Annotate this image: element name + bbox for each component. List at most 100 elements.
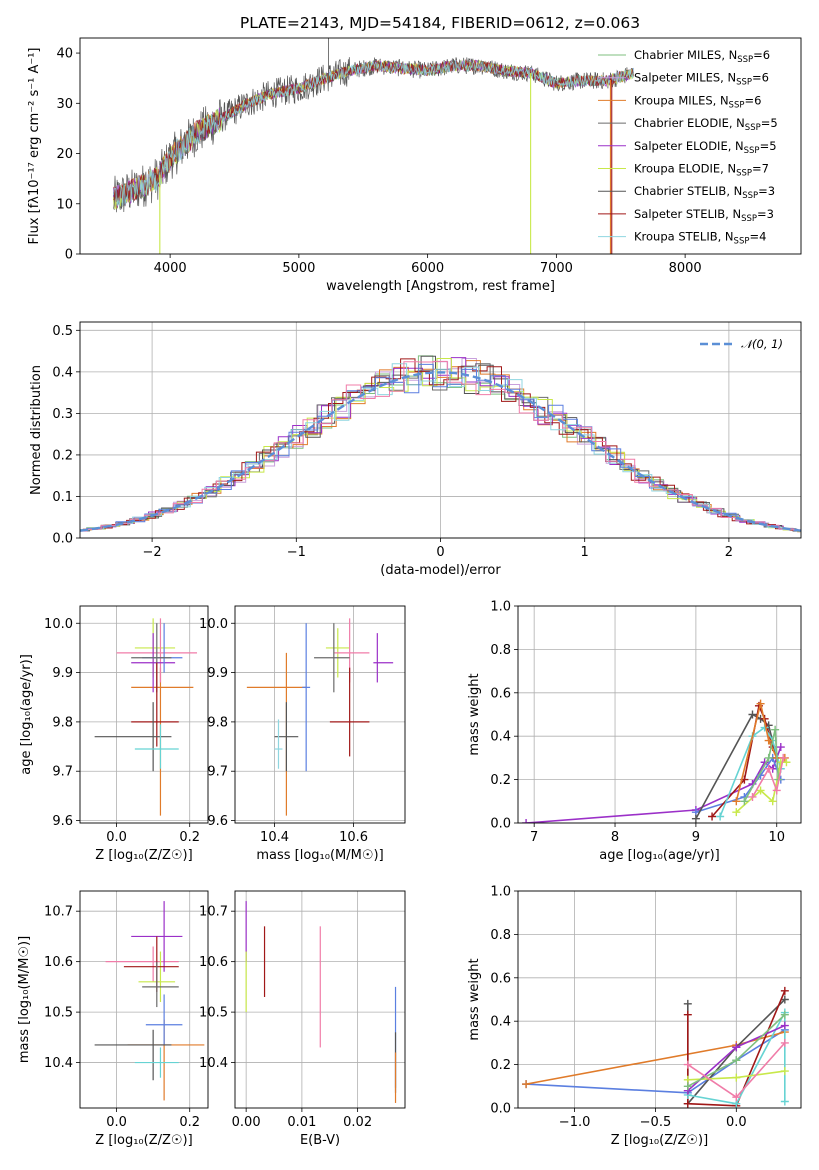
legend-entry: Salpeter MILES, NSSP=6 <box>634 71 769 88</box>
weight-marker <box>780 1097 789 1106</box>
y-axis-label: age [log₁₀(age/yr)] <box>19 654 34 775</box>
y-tick-label: 9.9 <box>52 666 73 681</box>
histogram-step-line <box>80 360 801 532</box>
x-tick-label: 7000 <box>540 261 573 276</box>
legend-subscript: SSP <box>745 123 761 133</box>
x-tick-label: 0.02 <box>343 1115 372 1130</box>
y-tick-label: 10.5 <box>199 1006 228 1021</box>
weights-vs-age-panel: 7 8 9 10 0.0 0.2 0.4 0.6 0.8 1.0 age [log₁₀(age/yr… <box>467 600 802 863</box>
y-tick-label: 0.0 <box>490 817 511 832</box>
weight-marker <box>780 995 789 1004</box>
y-tick-label: 9.7 <box>207 765 228 780</box>
legend-suffix: =5 <box>760 139 777 153</box>
legend-entry: Chabrier MILES, NSSP=6 <box>634 48 770 65</box>
x-axis-label: age [log₁₀(age/yr)] <box>599 848 720 863</box>
y-axis-label: mass weight <box>467 958 482 1040</box>
x-tick-label: 0.2 <box>179 1115 200 1130</box>
y-tick-label: 40 <box>56 47 73 62</box>
legend-entry: Salpeter ELODIE, NSSP=5 <box>634 139 777 156</box>
legend-subscript: SSP <box>736 78 752 88</box>
x-tick-label: 0.0 <box>106 1115 127 1130</box>
model-spectrum-line <box>113 59 634 203</box>
weight-line <box>526 746 782 823</box>
y-tick-label: 9.6 <box>52 814 73 829</box>
weight-marker <box>756 786 765 795</box>
y-tick-label: 0.8 <box>490 643 511 658</box>
normal-distribution-curve <box>80 371 801 532</box>
x-tick-label: 8000 <box>669 261 702 276</box>
legend-subscript: SSP <box>729 100 745 110</box>
x-tick-label: 0 <box>436 545 444 560</box>
x-axis-label: Z [log₁₀(Z/Z☉)] <box>95 848 192 863</box>
weight-marker <box>683 1010 692 1019</box>
axes-frame <box>234 890 406 1109</box>
y-tick-label: 10.7 <box>44 905 73 920</box>
weight-marker <box>732 1073 741 1082</box>
weight-marker <box>780 1038 789 1047</box>
y-tick-label: 0.6 <box>490 686 511 701</box>
weight-marker <box>780 986 789 995</box>
legend-subscript: SSP <box>734 237 750 247</box>
axes-frame <box>79 37 802 255</box>
weight-marker <box>732 797 741 806</box>
y-tick-label: 0.6 <box>490 971 511 986</box>
legend-subscript: SSP <box>742 191 758 201</box>
legend-entry: Chabrier ELODIE, NSSP=5 <box>634 116 778 133</box>
x-axis-label: mass [log₁₀(M/M☉)] <box>256 848 383 863</box>
y-tick-label: 0.5 <box>52 324 73 339</box>
x-tick-label: 0.00 <box>232 1115 261 1130</box>
x-tick-label: 4000 <box>154 261 187 276</box>
age-vs-mass-panel: 10.4 10.6 9.6 9.7 9.8 9.9 10.0 mass [log₁₀(M/M☉… <box>199 605 406 863</box>
x-tick-label: 2 <box>725 545 733 560</box>
y-tick-label: 9.7 <box>52 765 73 780</box>
x-tick-label: 8 <box>611 830 619 845</box>
y-tick-label: 1.0 <box>490 600 511 615</box>
weight-marker <box>683 1082 692 1091</box>
y-tick-label: 10 <box>56 197 73 212</box>
y-tick-label: 0.2 <box>52 448 73 463</box>
weight-marker <box>768 797 777 806</box>
weight-line <box>687 990 786 1107</box>
y-tick-label: 10.4 <box>44 1056 73 1071</box>
weight-marker <box>683 1099 692 1108</box>
weight-marker <box>779 753 788 762</box>
y-tick-label: 1.0 <box>490 885 511 900</box>
weight-marker <box>780 1021 789 1030</box>
legend-entry: 𝒩(0, 1) <box>741 337 783 351</box>
y-tick-label: 0.2 <box>490 773 511 788</box>
weight-marker <box>732 808 741 817</box>
y-axis-label: mass [log₁₀(M/M☉)] <box>17 936 32 1063</box>
weight-marker <box>764 753 773 762</box>
weight-marker <box>732 1043 741 1052</box>
age-vs-metallicity-panel: 0.0 0.2 9.6 9.7 9.8 9.9 10.0 Z [log₁₀(Z/Z☉)] age… <box>19 605 209 863</box>
weight-marker <box>740 797 749 806</box>
weight-marker <box>780 1010 789 1019</box>
legend-subscript: SSP <box>736 169 752 179</box>
x-tick-label: −0.5 <box>640 1115 672 1130</box>
x-tick-label: −1.0 <box>559 1115 591 1130</box>
legend-subscript: SSP <box>737 55 753 65</box>
axes-frame <box>234 605 406 824</box>
y-tick-label: 10.5 <box>44 1006 73 1021</box>
x-tick-label: 0.2 <box>179 830 200 845</box>
weight-marker <box>772 786 781 795</box>
weight-line <box>687 1012 786 1105</box>
weight-marker <box>716 812 725 821</box>
legend-entry: Salpeter STELIB, NSSP=3 <box>634 207 774 224</box>
y-tick-label: 20 <box>56 147 73 162</box>
x-tick-label: 1 <box>581 545 589 560</box>
legend-entry: Kroupa ELODIE, NSSP=7 <box>634 162 769 179</box>
y-tick-label: 9.8 <box>207 715 228 730</box>
legend-suffix: =6 <box>753 48 770 62</box>
legend-suffix: =6 <box>744 93 761 107</box>
x-tick-label: 0.01 <box>287 1115 316 1130</box>
axes-frame <box>79 890 209 1109</box>
axes-frame <box>79 321 802 539</box>
axes-frame <box>517 605 802 824</box>
legend-entry: Kroupa MILES, NSSP=6 <box>634 93 761 110</box>
x-tick-label: 0.0 <box>726 1115 747 1130</box>
figure-title: PLATE=2143, MJD=54184, FIBERID=0612, z=0… <box>240 14 640 32</box>
x-tick-label: 5000 <box>282 261 315 276</box>
weight-marker <box>748 710 757 719</box>
y-tick-label: 9.8 <box>52 715 73 730</box>
